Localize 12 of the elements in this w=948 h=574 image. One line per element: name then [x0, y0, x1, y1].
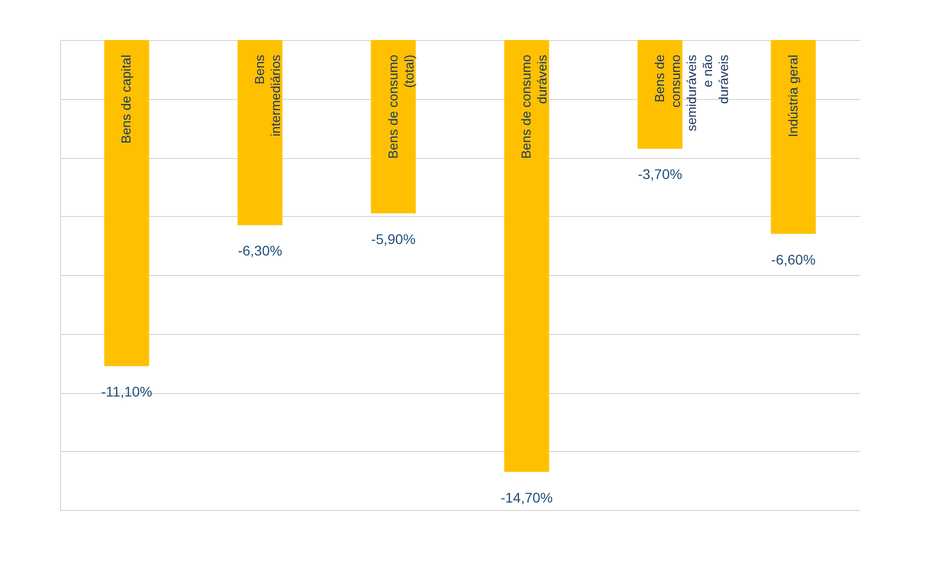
- data-label: -3,70%: [638, 166, 682, 182]
- x-tick-label: Indústria geral: [785, 54, 800, 138]
- data-label: -5,90%: [371, 230, 416, 247]
- x-tick-label: Bens intermediários: [252, 54, 283, 136]
- x-tick-label: Bens de capital: [118, 54, 134, 144]
- data-label: -11,10%: [101, 384, 152, 400]
- data-label: -14,70%: [500, 489, 553, 506]
- x-tick-label: Bens de consumo semiduráveis e não duráveis: [652, 54, 731, 132]
- x-tick-label: Bens de consumo (total): [385, 54, 416, 159]
- x-tick-label: Bens de consumo duráveis: [518, 54, 550, 159]
- data-label: -6,30%: [238, 242, 282, 258]
- data-label: -6,60%: [771, 251, 816, 268]
